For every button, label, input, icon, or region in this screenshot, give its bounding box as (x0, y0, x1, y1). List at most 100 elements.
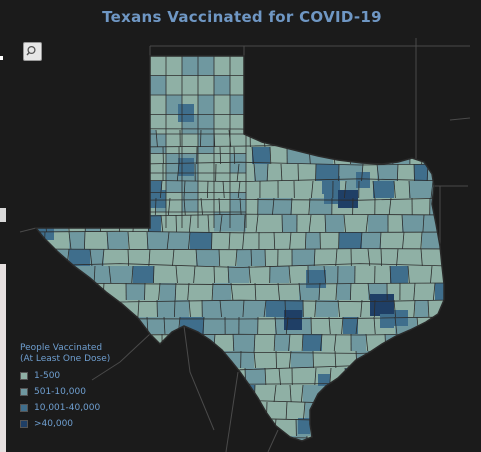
county[interactable] (166, 212, 182, 232)
county[interactable] (46, 317, 64, 334)
county[interactable] (421, 249, 445, 266)
county[interactable] (377, 419, 396, 436)
county[interactable] (291, 351, 313, 368)
county[interactable] (354, 130, 374, 147)
county[interactable] (134, 215, 148, 232)
county[interactable] (85, 181, 106, 198)
county[interactable] (292, 368, 316, 385)
county[interactable] (71, 164, 86, 181)
county[interactable] (306, 270, 326, 288)
county[interactable] (147, 232, 169, 249)
county[interactable] (144, 368, 167, 385)
county[interactable] (445, 249, 458, 266)
county[interactable] (276, 351, 291, 368)
county[interactable] (107, 232, 128, 249)
county[interactable] (396, 130, 409, 147)
county[interactable] (358, 402, 382, 419)
county[interactable] (150, 75, 166, 96)
county[interactable] (255, 385, 276, 402)
county[interactable] (103, 300, 117, 317)
county[interactable] (43, 300, 59, 317)
county[interactable] (351, 283, 368, 300)
county[interactable] (54, 181, 71, 198)
county[interactable] (202, 300, 220, 317)
county[interactable] (390, 266, 408, 283)
county[interactable] (95, 198, 110, 215)
county[interactable] (260, 181, 278, 198)
county[interactable] (213, 283, 231, 300)
county[interactable] (230, 192, 246, 213)
county[interactable] (311, 215, 325, 232)
county[interactable] (446, 419, 459, 436)
county[interactable] (428, 368, 450, 385)
county[interactable] (414, 164, 428, 181)
legend-item[interactable]: 1-500 (20, 368, 110, 384)
county[interactable] (133, 266, 154, 283)
county[interactable] (238, 385, 255, 402)
county[interactable] (162, 419, 183, 436)
county[interactable] (125, 385, 146, 402)
county[interactable] (198, 56, 214, 76)
county[interactable] (214, 153, 230, 174)
county[interactable] (324, 402, 341, 419)
county[interactable] (337, 283, 351, 300)
county[interactable] (396, 419, 414, 436)
county[interactable] (198, 75, 214, 96)
county[interactable] (351, 334, 366, 351)
county[interactable] (180, 402, 194, 419)
county[interactable] (160, 402, 180, 419)
county[interactable] (198, 173, 214, 193)
county[interactable] (95, 266, 109, 283)
county[interactable] (288, 436, 307, 452)
county[interactable] (351, 249, 368, 266)
county[interactable] (70, 283, 86, 300)
county[interactable] (380, 314, 394, 328)
county[interactable] (160, 283, 176, 300)
county[interactable] (233, 334, 255, 351)
county[interactable] (78, 147, 91, 164)
county[interactable] (125, 130, 140, 147)
county[interactable] (316, 300, 338, 317)
county[interactable] (290, 334, 303, 351)
county[interactable] (255, 283, 278, 300)
county[interactable] (119, 419, 133, 436)
county[interactable] (198, 153, 214, 174)
county[interactable] (448, 215, 463, 232)
county[interactable] (80, 300, 103, 317)
county[interactable] (150, 56, 166, 76)
county[interactable] (259, 232, 274, 249)
county[interactable] (339, 385, 363, 402)
county[interactable] (140, 130, 156, 147)
county[interactable] (86, 164, 109, 181)
county[interactable] (340, 130, 354, 147)
legend-item[interactable]: 10,001-40,000 (20, 400, 110, 416)
county[interactable] (214, 75, 230, 96)
county[interactable] (148, 215, 161, 232)
county[interactable] (54, 266, 73, 283)
county[interactable] (429, 436, 446, 452)
county[interactable] (356, 172, 370, 188)
county[interactable] (183, 351, 201, 368)
county[interactable] (109, 266, 133, 283)
county[interactable] (258, 198, 274, 215)
county[interactable] (276, 385, 290, 402)
county[interactable] (182, 75, 198, 96)
legend-item[interactable]: >40,000 (20, 416, 110, 432)
county[interactable] (214, 266, 228, 283)
county[interactable] (324, 190, 338, 204)
county[interactable] (225, 317, 239, 334)
county[interactable] (421, 351, 442, 368)
county[interactable] (244, 300, 266, 317)
county[interactable] (305, 402, 324, 419)
county[interactable] (146, 385, 162, 402)
county[interactable] (241, 351, 254, 368)
county[interactable] (376, 385, 396, 402)
county[interactable] (176, 283, 189, 300)
county[interactable] (429, 385, 445, 402)
county[interactable] (275, 334, 290, 351)
county[interactable] (391, 198, 412, 215)
county[interactable] (85, 215, 100, 232)
county[interactable] (189, 300, 202, 317)
county[interactable] (230, 212, 246, 232)
